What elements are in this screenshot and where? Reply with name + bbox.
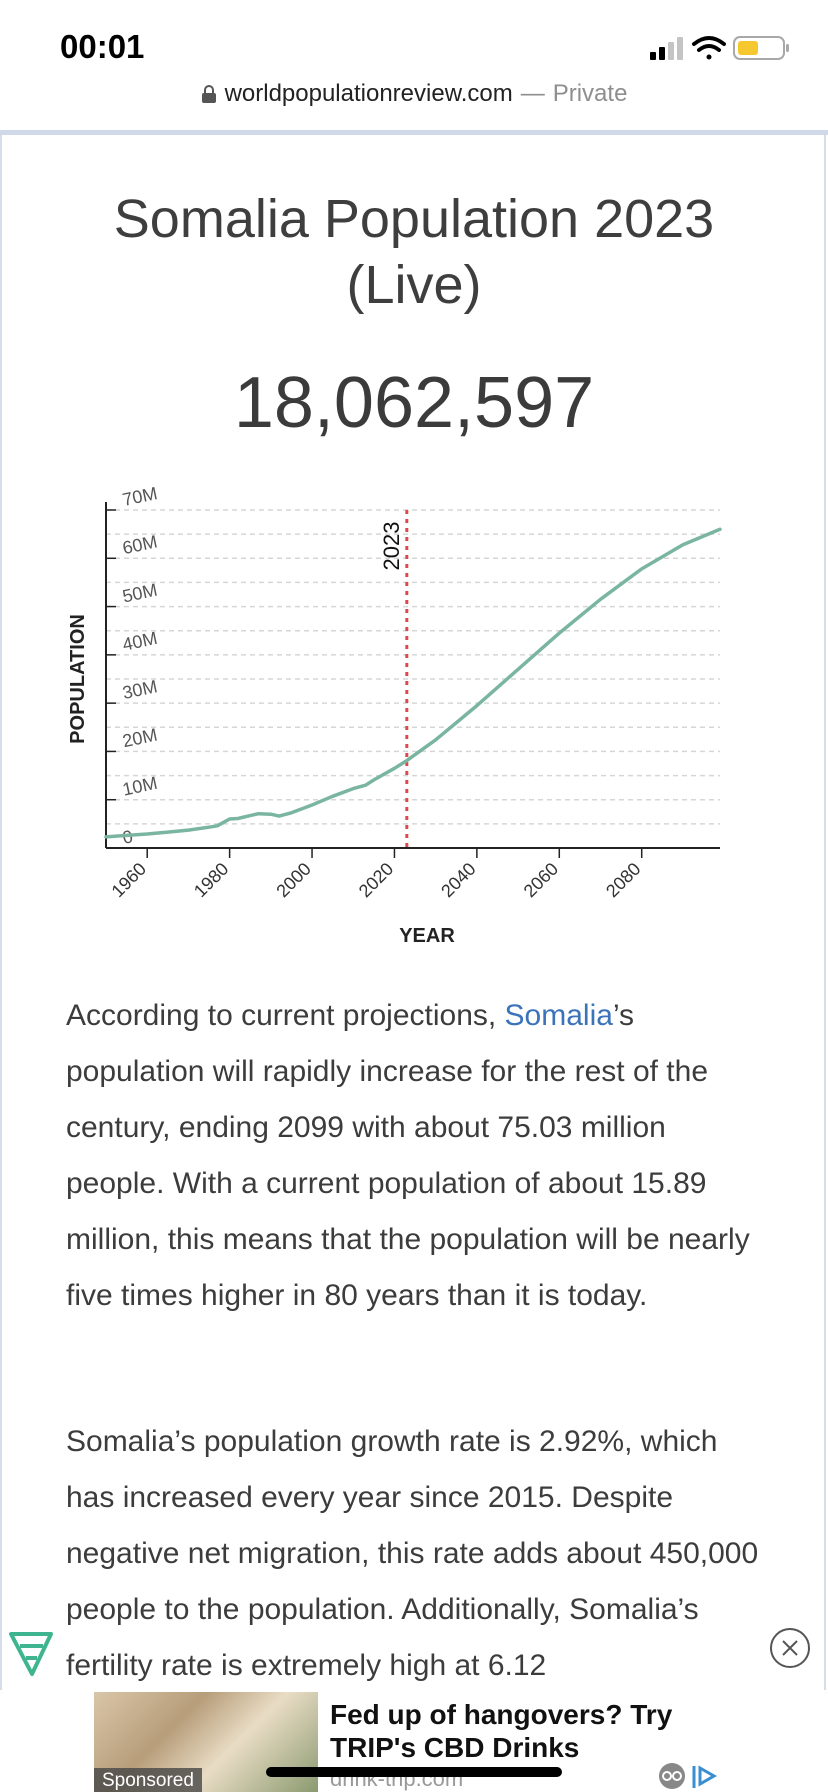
adchoices-icon[interactable] xyxy=(658,1762,718,1790)
y-tick-label: 10M xyxy=(121,773,159,800)
page-frame xyxy=(0,135,826,1692)
ad-headline[interactable]: Fed up of hangovers? Try TRIP's CBD Drin… xyxy=(330,1699,673,1763)
page-title-line1: Somalia Population 2023 xyxy=(113,189,715,249)
x-axis-label: YEAR xyxy=(399,925,455,947)
close-icon xyxy=(782,1640,798,1656)
y-tick-label: 40M xyxy=(121,628,159,655)
y-tick-label: 70M xyxy=(121,483,159,510)
url-separator: — xyxy=(520,80,545,107)
page-title-line2: (Live) xyxy=(346,255,482,315)
population-chart: 0 10M 20M 30M 40M 50M 60M 70M 1960 1980 2000 2020 20… xyxy=(67,483,722,947)
close-ad-button[interactable] xyxy=(770,1628,810,1668)
address-bar[interactable]: worldpopulationreview.com — Private xyxy=(0,80,828,120)
live-population-counter: 18,062,597 xyxy=(233,363,595,443)
x-tick-label: 2080 xyxy=(602,859,644,901)
x-tick-label: 2060 xyxy=(520,859,562,901)
wifi-icon xyxy=(692,36,726,60)
ad-sponsored-label: Sponsored xyxy=(94,1768,202,1792)
projection-paragraph: According to current projections, Somali… xyxy=(66,988,766,1324)
private-mode-label: Private xyxy=(552,80,628,107)
home-indicator[interactable] xyxy=(266,1767,562,1777)
status-time: 00:01 xyxy=(60,28,145,65)
battery-icon xyxy=(733,36,789,60)
x-tick-label: 1980 xyxy=(190,859,232,901)
y-tick-label: 60M xyxy=(121,531,159,558)
brand-logo-icon[interactable] xyxy=(8,1630,54,1678)
x-tick-label: 2000 xyxy=(272,859,314,901)
cellular-signal-icon xyxy=(650,37,683,60)
population-series-line xyxy=(104,527,722,839)
current-year-marker-label: 2023 xyxy=(379,522,404,571)
y-tick-label: 30M xyxy=(121,676,159,703)
y-tick-label: 20M xyxy=(121,724,159,751)
x-tick-label: 2020 xyxy=(355,859,397,901)
growth-paragraph: Somalia’s population growth rate is 2.92… xyxy=(66,1425,759,1682)
page-title: Somalia Population 2023 (Live) xyxy=(60,186,768,318)
p1-text-end: ’s population will rapidly increase for … xyxy=(66,999,750,1312)
y-tick-label: 0 xyxy=(121,826,135,848)
p1-text-start: According to current projections, xyxy=(66,999,505,1032)
toolbar-divider xyxy=(0,130,828,135)
lock-icon xyxy=(201,85,216,103)
status-icons xyxy=(650,36,789,60)
status-bar: 00:01 xyxy=(0,0,828,92)
y-tick-label: 50M xyxy=(121,580,159,607)
url-text: worldpopulationreview.com xyxy=(224,80,513,107)
somalia-link[interactable]: Somalia xyxy=(504,999,613,1032)
y-axis-label: POPULATION xyxy=(67,614,89,744)
x-tick-label: 2040 xyxy=(437,859,479,901)
x-tick-label: 1960 xyxy=(108,859,150,901)
